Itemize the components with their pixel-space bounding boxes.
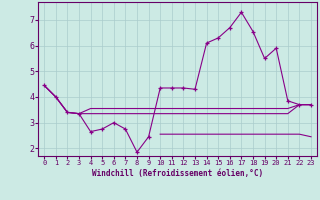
X-axis label: Windchill (Refroidissement éolien,°C): Windchill (Refroidissement éolien,°C) (92, 169, 263, 178)
